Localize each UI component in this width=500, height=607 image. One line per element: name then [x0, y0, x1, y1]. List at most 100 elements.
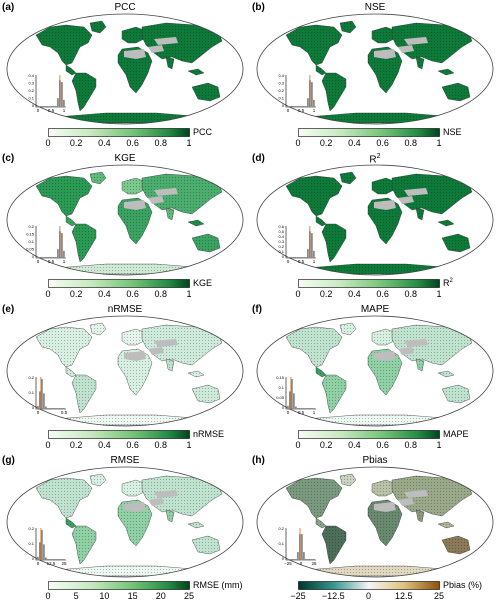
colorbar-unit-label: Pbias (%)	[443, 580, 483, 590]
station-dots	[392, 476, 472, 516]
colorbar-gradient	[298, 430, 440, 439]
colorbar-tick-label: 0.2	[69, 440, 83, 450]
colorbar-tick-label: 0.8	[154, 138, 168, 148]
colorbar	[298, 128, 440, 137]
histogram-bar	[305, 408, 307, 409]
panel-g: (g) RMSE 0.2 0.1 0 0 12.5 25 RMSE (mm) 0 5 10 15 20 25	[0, 453, 250, 604]
station-dots	[438, 522, 454, 528]
histogram-bar	[47, 559, 49, 560]
station-dots	[306, 113, 456, 123]
histogram-bar	[39, 106, 41, 107]
colorbar-tick-label: 0.4	[348, 138, 361, 148]
histogram-bar	[289, 106, 291, 107]
station-dots	[442, 385, 470, 403]
station-dots	[72, 224, 96, 262]
panel-label: (d)	[252, 153, 265, 164]
no-data-region	[374, 351, 396, 361]
histogram-bar	[53, 559, 55, 560]
histogram-bar	[301, 408, 303, 409]
world-map: 0.2 0.1 00 0.5	[6, 315, 244, 427]
station-dots	[368, 47, 402, 93]
station-dots	[122, 480, 146, 496]
histogram-bar	[287, 559, 289, 560]
histogram-y-tick: 0.05	[276, 395, 285, 400]
histogram-y-tick: 0	[32, 556, 35, 561]
station-dots	[66, 216, 76, 226]
world-map: 0.15 0.1 0.05 00 0.5 1	[256, 315, 494, 427]
colorbar-tick-label: 0	[45, 289, 51, 299]
no-data-region	[404, 490, 428, 498]
histogram-x-tick: 1	[63, 259, 66, 264]
colorbar-tick-label: 1	[186, 440, 192, 450]
histogram-y-tick: 0.5	[278, 229, 284, 234]
colorbar-tick-label: 5	[73, 591, 79, 601]
station-dots	[340, 474, 356, 486]
colorbar-tick-label: 0	[295, 138, 301, 148]
histogram-bar	[295, 406, 297, 409]
station-dots	[122, 329, 146, 345]
station-dots	[306, 415, 456, 425]
no-data-region	[148, 45, 164, 53]
histogram-bar	[307, 98, 309, 107]
panel-title: RMSE	[110, 455, 140, 466]
histogram-y-tick: 0.2	[28, 526, 34, 531]
colorbar-tick-label: 0.6	[376, 440, 389, 450]
colorbar-tick-label: 0.8	[154, 289, 168, 299]
station-dots	[36, 25, 92, 65]
histogram-bar	[291, 379, 293, 409]
world-map: 0.20.10−25 0 25	[256, 466, 494, 578]
histogram-bar	[301, 257, 303, 258]
world-map: 0.4 0.3 0.2 0.1 00 0.5 1	[256, 13, 494, 125]
histogram-bar	[297, 552, 299, 560]
colorbar-tick-label: 0	[365, 591, 372, 601]
histogram-bar	[41, 379, 43, 409]
histogram-bar	[37, 257, 39, 258]
station-dots	[166, 208, 174, 220]
histogram-bar	[49, 257, 51, 258]
colorbar-gradient	[298, 279, 440, 288]
map-frame	[256, 466, 494, 578]
histogram-bar	[305, 257, 307, 258]
colorbar-tick-label: 0.8	[154, 440, 168, 450]
histogram-y-tick: 0.3	[28, 81, 34, 86]
panel-c: (c) KGE 0.2 0.15 0.1 0.05 0 0 0.5 1 KGE 0 0.2 0.4 0.6 0…	[0, 151, 250, 302]
map-frame	[256, 164, 494, 276]
histogram-y-tick: 0.2	[278, 526, 284, 531]
histogram-bar	[295, 257, 297, 258]
colorbar-gradient	[48, 279, 190, 288]
histogram-y-tick: 0.2	[278, 88, 284, 93]
colorbar-tick-label: 0.4	[98, 440, 111, 450]
station-dots	[122, 27, 146, 43]
colorbar-tick-label: 0.2	[69, 138, 83, 148]
no-data-region	[154, 339, 178, 347]
station-dots	[166, 359, 174, 371]
colorbar-tick-label: 0.8	[404, 289, 418, 299]
colorbar-tick-label: 0.2	[69, 289, 83, 299]
panel-label: (e)	[2, 304, 15, 315]
histogram-bar	[55, 257, 57, 258]
histogram-y-tick: 0.1	[278, 385, 284, 390]
station-dots	[36, 176, 92, 216]
histogram-bar	[287, 257, 289, 258]
histogram-bar	[297, 257, 299, 258]
station-dots	[122, 178, 146, 194]
panel-label: (c)	[2, 153, 15, 164]
station-dots	[306, 264, 456, 274]
histogram-bar	[293, 106, 295, 107]
histogram-y-tick: 0.1	[28, 541, 34, 546]
no-data-region	[404, 188, 428, 196]
map-frame	[256, 315, 494, 427]
station-dots	[192, 83, 220, 101]
histogram-bar	[291, 257, 293, 258]
colorbar-tick-label: 0.6	[126, 440, 139, 450]
station-dots	[392, 23, 472, 63]
histogram-x-tick: 0.5	[48, 108, 55, 113]
station-dots	[118, 349, 152, 395]
colorbar-tick-label: 15	[127, 591, 138, 601]
station-dots	[118, 198, 152, 244]
histogram-bar	[307, 249, 309, 258]
no-data-region	[404, 37, 428, 45]
colorbar-tick-label: 1	[436, 289, 442, 299]
histogram-bar	[57, 408, 59, 409]
histogram-bar	[309, 559, 311, 560]
